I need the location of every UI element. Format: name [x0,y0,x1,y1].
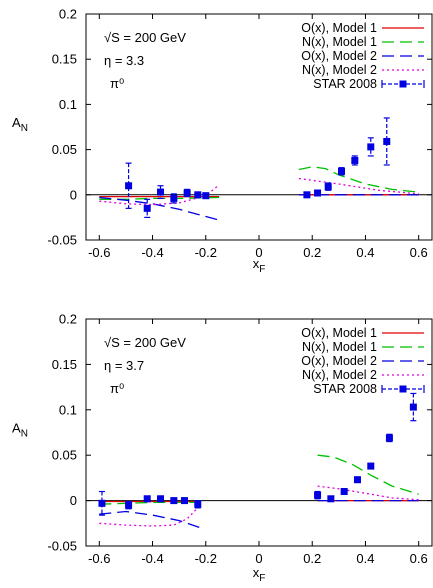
annotation: η = 3.7 [104,358,144,373]
y-tick-label: 0.2 [59,7,77,22]
x-axis-label-sub: F [259,573,265,584]
data-point [367,143,375,151]
y-axis-label-sub: N [21,123,28,134]
x-tick-label: 0.4 [356,245,374,260]
y-axis-label-sub: N [21,429,28,440]
annotation: √S = 200 GeV [104,30,186,45]
data-point [409,403,417,411]
chart-panel-top: -0.6 -0.4 -0.2 0 0.2 0.4 0.6 -0.05 0 0.05 0.1 0.15 0… [12,7,433,275]
x-tick-label: 0.6 [410,245,428,260]
y-tick-label: 0.1 [59,97,77,112]
data-point [202,192,210,200]
y-tick-label: 0.05 [52,448,77,463]
data-point [194,500,202,508]
data-point [327,495,335,503]
y-axis-label: AN [12,115,28,134]
x-axis-label: xF [253,256,266,275]
data-point [98,499,106,507]
y-axis-label: AN [12,421,28,440]
data-point [367,462,375,470]
y-tick-label: -0.05 [47,539,77,554]
x-tick-label: -0.2 [195,245,217,260]
plot-frame [85,318,433,547]
y-tick-label: 0 [70,493,77,508]
annotation: η = 3.3 [104,53,144,68]
x-tick-label: 0.2 [303,245,321,260]
x-tick-label: 0.2 [303,551,321,566]
legend-label: STAR 2008 [313,382,377,396]
data-point [143,495,151,503]
x-tick-label: 0.4 [356,551,374,566]
legend-marker [399,80,407,88]
y-tick-label: 0.15 [52,357,77,372]
legend-label: O(x), Model 1 [301,326,377,340]
data-point [194,191,202,199]
data-point [303,191,311,199]
x-axis-label-sub: F [259,264,265,275]
data-point [125,501,133,509]
x-tick-label: 0 [255,551,262,566]
legend-label: O(x), Model 2 [301,49,377,63]
annotation: π⁰ [110,76,124,91]
legend-marker [399,385,407,393]
series-line-2 [317,454,419,495]
x-tick-label: -0.2 [195,551,217,566]
legend-label: O(x), Model 2 [301,354,377,368]
data-point [157,188,165,196]
legend-label: O(x), Model 1 [301,21,377,35]
data-point [340,488,348,496]
series-line-3 [99,196,220,221]
data-point [385,434,393,442]
series-line-4 [99,504,201,527]
data-point [125,182,133,190]
plot-frame [85,13,433,241]
legend-label: N(x), Model 1 [302,35,377,49]
y-tick-label: -0.05 [47,233,77,248]
legend-label: N(x), Model 2 [302,368,377,382]
x-tick-label: -0.4 [141,551,163,566]
data-point [314,491,322,499]
legend-label: N(x), Model 2 [302,63,377,77]
y-axis-label-base: A [12,115,21,130]
legend-label: N(x), Model 1 [302,340,377,354]
x-axis-label: xF [253,565,266,584]
data-point [170,497,178,505]
data-point [324,183,332,191]
legend-label: STAR 2008 [313,77,377,91]
data-point [338,167,346,175]
x-tick-label: -0.6 [88,245,110,260]
x-tick-label: -0.6 [88,551,110,566]
y-tick-label: 0 [70,187,77,202]
y-tick-label: 0.05 [52,142,77,157]
annotation: √S = 200 GeV [104,335,186,350]
y-tick-label: 0.1 [59,402,77,417]
data-point [183,189,191,197]
data-point [353,476,361,484]
x-tick-label: -0.4 [141,245,163,260]
data-point [170,194,178,202]
series-line-4 [298,177,419,195]
data-point [143,204,151,212]
data-point [351,156,359,164]
series-line-2 [99,196,220,200]
annotation: π⁰ [110,381,124,396]
y-tick-label: 0.15 [52,52,77,67]
chart-panel-bottom: -0.6 -0.4 -0.2 0 0.2 0.4 0.6 -0.05 0 0.05 0.1 0.15 0… [12,312,433,584]
series-line-2 [298,166,419,193]
data-point [383,137,391,145]
data-point [180,497,188,505]
x-tick-label: 0.6 [410,551,428,566]
x-axis-label-base: x [253,565,260,580]
data-point [157,495,165,503]
x-tick-label: 0 [255,245,262,260]
y-axis-label-base: A [12,421,21,436]
data-point [314,189,322,197]
y-tick-label: 0.2 [59,312,77,327]
x-axis-label-base: x [253,256,260,271]
